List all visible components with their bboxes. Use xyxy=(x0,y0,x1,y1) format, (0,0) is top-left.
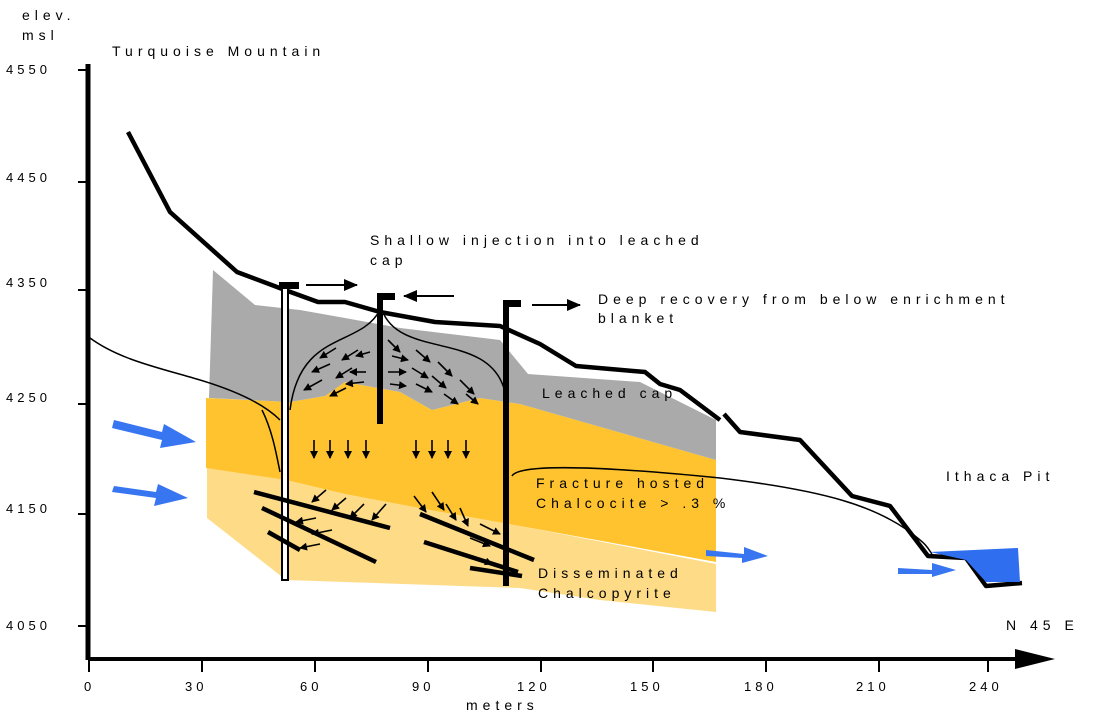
y-tick-label-4350: 4350 xyxy=(6,275,51,290)
well-recovery xyxy=(503,300,521,586)
x-tick-label-210: 210 xyxy=(856,679,890,694)
deep-recovery-label-line1: Deep recovery from below enrichment xyxy=(598,291,1010,307)
y-tick-label-4050: 4050 xyxy=(6,618,51,633)
turquoise-mountain-label: Turquoise Mountain xyxy=(112,43,325,59)
x-tick-label-120: 120 xyxy=(517,679,551,694)
fracture-zone xyxy=(206,382,716,562)
water-table-line xyxy=(89,337,281,421)
x-tick-marks xyxy=(88,658,989,672)
deep-recovery-label-line2: blanket xyxy=(598,310,678,326)
y-tick-label-4150: 4150 xyxy=(6,501,51,516)
leached-cap-zone xyxy=(209,270,716,460)
y-tick-label-4550: 4550 xyxy=(6,62,51,77)
groundwater-arrow-2 xyxy=(112,484,188,506)
disseminated-label-line2: Chalcopyrite xyxy=(538,585,676,601)
injection-plume-left xyxy=(289,309,381,411)
topography-surface-line xyxy=(126,130,722,422)
groundwater-arrow-4 xyxy=(898,563,956,577)
disseminated-flow-arrows xyxy=(295,489,501,566)
groundwater-arrow-1 xyxy=(112,420,196,448)
fracture-hosted-label-line1: Fracture hosted xyxy=(536,475,709,491)
fracture-boundary-line xyxy=(511,467,933,555)
y-tick-label-4450: 4450 xyxy=(6,170,51,185)
x-tick-label-180: 180 xyxy=(744,679,778,694)
pit-water-body xyxy=(930,548,1020,582)
shallow-injection-label-line1: Shallow injection into leached xyxy=(370,232,704,248)
fracture-hosted-label-line2: Chalcocite > .3 % xyxy=(536,495,730,511)
x-tick-label-0: 0 xyxy=(84,679,95,694)
x-tick-label-240: 240 xyxy=(969,679,1003,694)
topography-surface-line-east xyxy=(722,412,1023,589)
disseminated-label-line1: Disseminated xyxy=(538,565,683,581)
fracture-zone-down-arrows xyxy=(310,440,470,459)
y-tick-marks xyxy=(78,69,90,627)
well-injection-left xyxy=(279,282,299,581)
x-axis xyxy=(88,649,1055,669)
x-axis-label: meters xyxy=(466,697,539,713)
leached-cap-flow-arrows xyxy=(303,339,479,405)
groundwater-flow-arrows xyxy=(112,420,956,577)
x-tick-label-60: 60 xyxy=(300,679,322,694)
y-axis-label-line1: elev. xyxy=(22,7,76,23)
x-tick-label-90: 90 xyxy=(412,679,434,694)
leached-cap-label: Leached cap xyxy=(542,385,677,401)
y-tick-label-4250: 4250 xyxy=(6,390,51,405)
y-axis-label-line2: msl xyxy=(22,27,59,43)
direction-label: N 45 E xyxy=(1006,617,1079,633)
groundwater-arrow-3 xyxy=(706,547,768,563)
injection-plume-right xyxy=(381,309,506,393)
injection-flow-boundary xyxy=(261,409,281,473)
shallow-injection-label-line2: cap xyxy=(370,252,408,268)
x-tick-label-30: 30 xyxy=(185,679,207,694)
well-injection-center xyxy=(377,293,395,424)
ithaca-pit-label: Ithaca Pit xyxy=(946,468,1054,484)
x-tick-label-150: 150 xyxy=(630,679,664,694)
